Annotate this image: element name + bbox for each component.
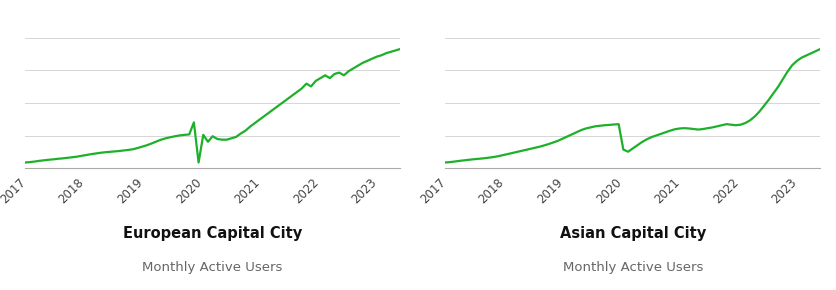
Text: Monthly Active Users: Monthly Active Users — [142, 261, 283, 274]
Text: European Capital City: European Capital City — [123, 226, 302, 241]
Text: Monthly Active Users: Monthly Active Users — [562, 261, 702, 274]
Text: Asian Capital City: Asian Capital City — [559, 226, 705, 241]
